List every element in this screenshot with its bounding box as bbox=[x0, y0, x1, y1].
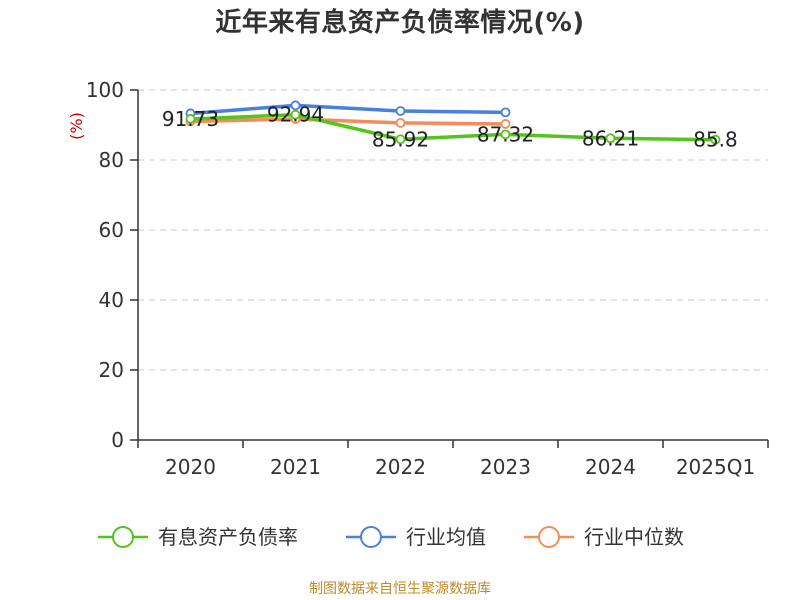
data-label: 85.92 bbox=[372, 127, 429, 151]
data-point bbox=[395, 106, 406, 116]
data-label: 87.32 bbox=[477, 122, 534, 146]
data-label: 91.73 bbox=[162, 107, 219, 131]
data-point bbox=[500, 129, 511, 140]
data-point bbox=[500, 119, 511, 129]
x-tick-label: 2022 bbox=[375, 455, 426, 479]
series-line bbox=[188, 103, 508, 116]
x-tick-label: 2025Q1 bbox=[676, 455, 755, 479]
data-label: 86.21 bbox=[582, 126, 639, 150]
data-point bbox=[500, 107, 511, 118]
legend-label: 行业中位数 bbox=[584, 525, 684, 549]
chart-title: 近年来有息资产负债率情况(%) bbox=[215, 8, 585, 38]
x-tick-label: 2024 bbox=[585, 455, 636, 479]
source-note: 制图数据来自恒生聚源数据库 bbox=[309, 581, 491, 597]
legend-swatch-marker bbox=[360, 526, 382, 548]
series-line bbox=[188, 112, 718, 142]
x-tick-label: 2020 bbox=[165, 455, 216, 479]
data-point bbox=[290, 109, 301, 120]
data-label: 92.94 bbox=[267, 103, 324, 127]
legend-swatch-marker bbox=[538, 526, 560, 548]
data-point bbox=[185, 114, 196, 124]
y-tick-label: 80 bbox=[99, 148, 124, 172]
y-tick-label: 20 bbox=[99, 358, 124, 382]
x-tick-label: 2023 bbox=[480, 455, 531, 479]
y-tick-label: 100 bbox=[86, 78, 124, 102]
y-tick-label: 40 bbox=[99, 288, 124, 312]
y-unit-label: (%) bbox=[67, 112, 86, 140]
data-point bbox=[605, 133, 616, 144]
data-point bbox=[395, 118, 406, 128]
y-tick-label: 60 bbox=[99, 218, 124, 242]
data-point bbox=[290, 100, 301, 111]
legend-label: 有息资产负债率 bbox=[158, 525, 298, 549]
x-tick-label: 2021 bbox=[270, 455, 321, 479]
legend-label: 行业均值 bbox=[406, 525, 486, 549]
series-line bbox=[188, 117, 508, 126]
data-label: 85.8 bbox=[693, 128, 738, 152]
y-tick-label: 0 bbox=[111, 428, 124, 452]
data-point bbox=[710, 134, 721, 145]
data-point bbox=[395, 134, 406, 145]
legend-swatch-marker bbox=[112, 526, 134, 548]
